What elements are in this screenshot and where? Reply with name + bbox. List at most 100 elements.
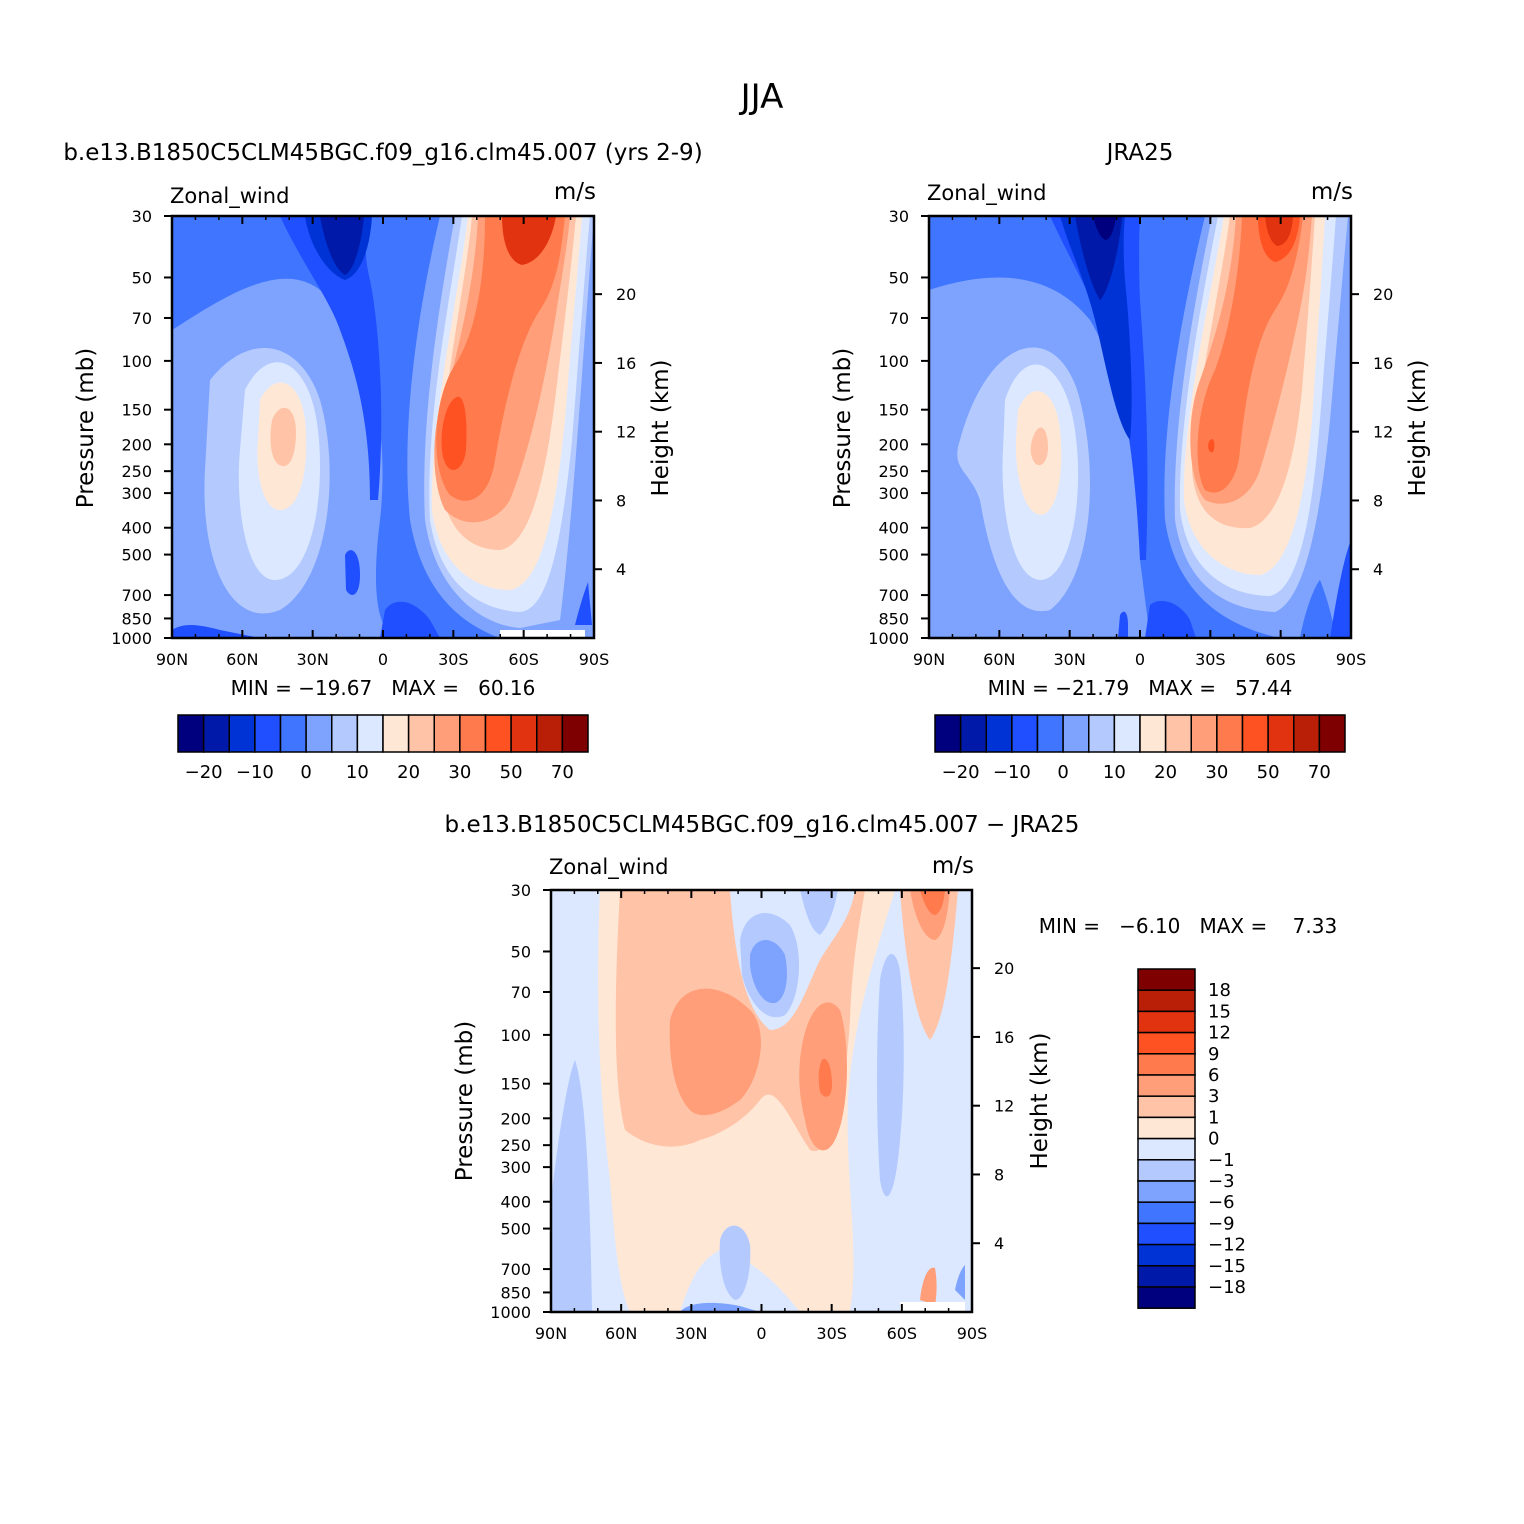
- colorbar-box: [228, 714, 256, 753]
- y-tick-label: 30: [889, 207, 909, 226]
- colorbar-box: [1293, 714, 1321, 753]
- colorbar-label: 18: [1208, 980, 1231, 1001]
- y-tick-label: 700: [121, 586, 152, 605]
- x-tick-label: 90S: [579, 650, 610, 669]
- panel-obs-variable: Zonal_wind: [927, 181, 1046, 206]
- y-tick-label: 250: [500, 1136, 531, 1155]
- y-right-tick-label: 4: [616, 560, 626, 579]
- x-tick-label: 60S: [508, 650, 539, 669]
- colorbar-label: −3: [1208, 1171, 1235, 1192]
- x-tick-label: 90N: [156, 650, 188, 669]
- y-tick-label: 200: [121, 435, 152, 454]
- y-tick-label: 300: [121, 484, 152, 503]
- colorbar-box: [305, 714, 333, 753]
- panel-model-variable: Zonal_wind: [170, 184, 289, 209]
- y-tick-label: 70: [132, 309, 152, 328]
- colorbar-box: [1137, 1095, 1196, 1119]
- colorbar-box: [1137, 1222, 1196, 1246]
- y-tick-label: 1000: [490, 1303, 531, 1322]
- colorbar-box: [1318, 714, 1346, 753]
- panel-obs: JRA25 Zonal_wind m/s: [830, 140, 1431, 783]
- y-tick-label: 200: [500, 1109, 531, 1128]
- panel-diff-contours: [551, 890, 972, 1312]
- x-tick-label: 60S: [1265, 650, 1296, 669]
- panel-model: b.e13.B1850C5CLM45BGC.f09_g16.clm45.007 …: [63, 140, 702, 783]
- colorbar-label: 50: [500, 762, 523, 783]
- x-tick-label: 0: [378, 650, 388, 669]
- y-tick-label: 100: [121, 352, 152, 371]
- x-tick-label: 90S: [1336, 650, 1367, 669]
- colorbar-box: [1241, 714, 1269, 753]
- colorbar-label: 20: [1154, 762, 1177, 783]
- colorbar-box: [1137, 1010, 1196, 1034]
- figure-title: JJA: [739, 77, 784, 117]
- panel-diff-units: m/s: [932, 853, 974, 879]
- colorbar-box: [536, 714, 564, 753]
- colorbar-box: [934, 714, 962, 753]
- colorbar-label: 20: [397, 762, 420, 783]
- colorbar-box: [510, 714, 538, 753]
- colorbar-box: [1137, 1243, 1196, 1267]
- x-tick-label: 90S: [957, 1324, 988, 1343]
- x-tick-label: 0: [1135, 650, 1145, 669]
- colorbar-box: [1137, 1159, 1196, 1182]
- colorbar-box: [356, 714, 384, 753]
- y-tick-label: 500: [121, 546, 152, 565]
- y-tick-label: 500: [878, 546, 909, 565]
- colorbar-box: [331, 714, 359, 753]
- x-tick-label: 0: [756, 1324, 766, 1343]
- colorbar-label: 30: [448, 762, 471, 783]
- x-tick-label: 30N: [675, 1324, 707, 1343]
- colorbar-box: [1113, 714, 1141, 753]
- colorbar-box: [433, 714, 461, 753]
- y-tick-label: 200: [878, 435, 909, 454]
- panel-obs-title: JRA25: [1105, 140, 1174, 166]
- colorbar-label: −1: [1208, 1150, 1235, 1171]
- y-tick-label: 100: [878, 352, 909, 371]
- colorbar-label: 30: [1205, 762, 1228, 783]
- colorbar-box: [1011, 714, 1039, 753]
- x-tick-label: 30N: [297, 650, 329, 669]
- panel-model-units: m/s: [554, 179, 596, 205]
- y-tick-label: 300: [878, 484, 909, 503]
- colorbar-box: [1137, 1137, 1196, 1161]
- colorbar-box: [985, 714, 1013, 753]
- colorbar-box: [1088, 714, 1116, 753]
- y-tick-label: 150: [500, 1075, 531, 1094]
- y-right-tick-label: 8: [994, 1165, 1004, 1184]
- panel-obs-units: m/s: [1311, 179, 1353, 205]
- y-right-tick-label: 20: [1373, 285, 1393, 304]
- colorbar-label: −18: [1208, 1277, 1246, 1298]
- colorbar-box: [177, 714, 205, 753]
- y-right-tick-label: 20: [994, 959, 1014, 978]
- panel-diff-axes: 90N 60N 30N 0 30S 60S 90S 30 50 70 100 150 200 250 300…: [490, 881, 1014, 1343]
- y-tick-label: 700: [500, 1260, 531, 1279]
- colorbar-label: 1: [1208, 1107, 1219, 1128]
- colorbar-label: 70: [1308, 762, 1331, 783]
- y-right-tick-label: 12: [616, 423, 636, 442]
- x-tick-label: 90N: [913, 650, 945, 669]
- x-tick-label: 60N: [983, 650, 1015, 669]
- panel-diff-stats: MIN = −6.10 MAX = 7.33: [1039, 914, 1337, 938]
- x-tick-label: 30N: [1054, 650, 1086, 669]
- colorbar-box: [254, 714, 282, 753]
- y-right-tick-label: 8: [616, 491, 626, 510]
- colorbar-label: −20: [942, 762, 980, 783]
- panel-model-contours: [172, 216, 594, 638]
- colorbar-label: 70: [551, 762, 574, 783]
- panel-obs-contours: [929, 216, 1351, 638]
- colorbar-box: [1137, 1286, 1196, 1309]
- y-tick-label: 50: [889, 268, 909, 287]
- colorbar-box: [202, 714, 230, 753]
- colorbar-label: 15: [1208, 1001, 1231, 1022]
- y-right-tick-label: 12: [1373, 423, 1393, 442]
- x-tick-label: 90N: [535, 1324, 567, 1343]
- colorbar-box: [959, 714, 987, 753]
- panel-model-title: b.e13.B1850C5CLM45BGC.f09_g16.clm45.007 …: [63, 140, 702, 166]
- panel-diff-ylabel: Pressure (mb): [452, 1021, 478, 1181]
- colorbar-box: [1139, 714, 1167, 753]
- panel-diff-ylabel-right: Height (km): [1027, 1032, 1053, 1169]
- colorbar-label: 9: [1208, 1044, 1219, 1065]
- y-tick-label: 250: [121, 462, 152, 481]
